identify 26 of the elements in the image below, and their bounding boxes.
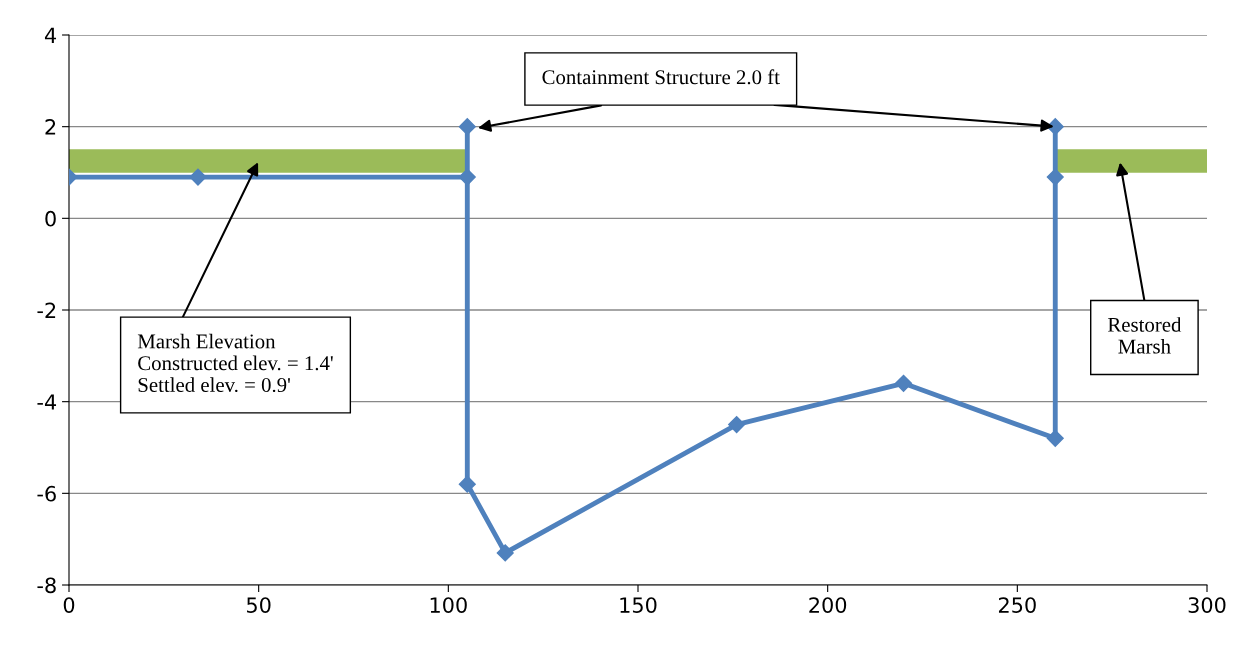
point	[728, 416, 746, 434]
x-tick-label: 200	[809, 597, 847, 613]
annotation: Marsh Elevation Constructed elev. = 1.4' Settled elev. = 0.9'	[137, 333, 333, 393]
point	[496, 544, 514, 562]
point	[1046, 168, 1064, 186]
y-tick-label: -2	[37, 302, 56, 318]
y-tick-label: 0	[45, 210, 56, 227]
point	[894, 374, 913, 392]
y-tick-label: -8	[37, 577, 56, 594]
point	[458, 475, 476, 493]
point	[189, 168, 207, 186]
point	[458, 168, 476, 186]
y-tick-label: -4	[37, 394, 57, 410]
y-tick-label: -6	[37, 485, 56, 502]
y-tick-label: 4	[44, 27, 57, 43]
x-tick-label: 0	[63, 597, 75, 613]
point	[458, 118, 476, 136]
annotation: Containment Structure 2.0 ft	[542, 69, 780, 85]
annotation: Restored Marsh	[1107, 317, 1182, 354]
x-tick-label: 250	[998, 597, 1036, 613]
y-tick-label: 2	[45, 119, 56, 135]
x-tick-label: 100	[430, 597, 467, 613]
point	[1046, 429, 1064, 447]
x-tick-label: 300	[1188, 597, 1226, 613]
x-tick-label: 50	[247, 597, 271, 613]
x-tick-label: 150	[620, 597, 657, 613]
